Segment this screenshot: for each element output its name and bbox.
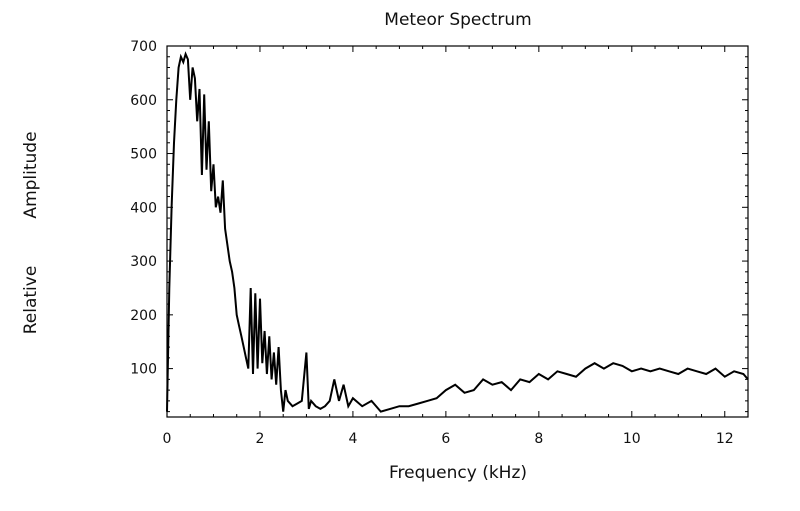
x-tick-label: 10 xyxy=(623,431,641,447)
x-axis-ticks xyxy=(166,46,749,417)
chart-title: Meteor Spectrum xyxy=(384,10,531,30)
y-tick-label: 600 xyxy=(130,93,157,109)
y-tick-label: 100 xyxy=(130,362,157,378)
x-tick-label: 0 xyxy=(163,431,172,447)
x-tick-label: 12 xyxy=(716,431,734,447)
y-axis-label-line1: Relative xyxy=(21,266,41,335)
y-tick-label: 500 xyxy=(130,147,157,163)
y-axis-tick-labels: 100 200 300 400 500 600 700 xyxy=(130,39,157,378)
y-tick-label: 300 xyxy=(130,254,157,270)
y-tick-label: 400 xyxy=(130,200,157,216)
x-tick-label: 4 xyxy=(348,431,357,447)
x-tick-label: 2 xyxy=(255,431,264,447)
x-axis-label: Frequency (kHz) xyxy=(389,463,527,483)
x-tick-label: 6 xyxy=(441,431,450,447)
y-tick-label: 200 xyxy=(130,308,157,324)
y-tick-label: 700 xyxy=(130,39,157,55)
plot-frame xyxy=(166,45,749,418)
x-tick-label: 8 xyxy=(534,431,543,447)
series-line-amplitude xyxy=(166,51,749,413)
y-axis-label-line2: Amplitude xyxy=(21,131,41,218)
x-axis-tick-labels: 0 2 4 6 8 10 12 xyxy=(163,431,734,447)
